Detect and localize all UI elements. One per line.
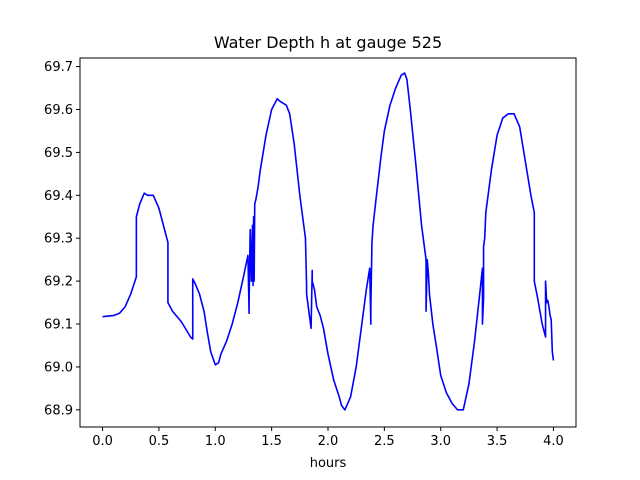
y-tick-label: 69.4 [44, 189, 73, 204]
x-tick-label: 4.0 [543, 434, 564, 449]
y-tick-label: 69.6 [44, 103, 73, 118]
x-axis-label: hours [310, 456, 347, 471]
y-tick-label: 69.1 [44, 318, 73, 333]
y-tick-label: 69.5 [44, 146, 73, 161]
y-tick-label: 69.0 [44, 360, 73, 375]
y-axis: 68.9 69.0 69.1 69.2 69.3 69.4 69.5 69.6 69.7 [44, 60, 80, 418]
series-line [102, 72, 555, 411]
x-tick-label: 3.0 [430, 434, 451, 449]
y-tick-label: 69.2 [44, 275, 73, 290]
plot-frame [79, 57, 577, 428]
x-tick-label: 1.5 [261, 434, 282, 449]
x-tick-label: 0.5 [149, 434, 170, 449]
chart-title: Water Depth h at gauge 525 [213, 33, 443, 52]
x-tick-label: 1.0 [205, 434, 226, 449]
x-axis: 0.0 0.5 1.0 1.5 2.0 2.5 3.0 3.5 4.0 [92, 427, 564, 449]
y-tick-label: 69.3 [44, 232, 73, 247]
x-tick-label: 3.5 [487, 434, 508, 449]
y-tick-label: 69.7 [44, 60, 73, 75]
x-tick-label: 2.0 [318, 434, 339, 449]
y-tick-label: 68.9 [44, 403, 73, 418]
x-tick-label: 0.0 [92, 434, 113, 449]
x-tick-label: 2.5 [374, 434, 395, 449]
series-lines [102, 72, 555, 411]
